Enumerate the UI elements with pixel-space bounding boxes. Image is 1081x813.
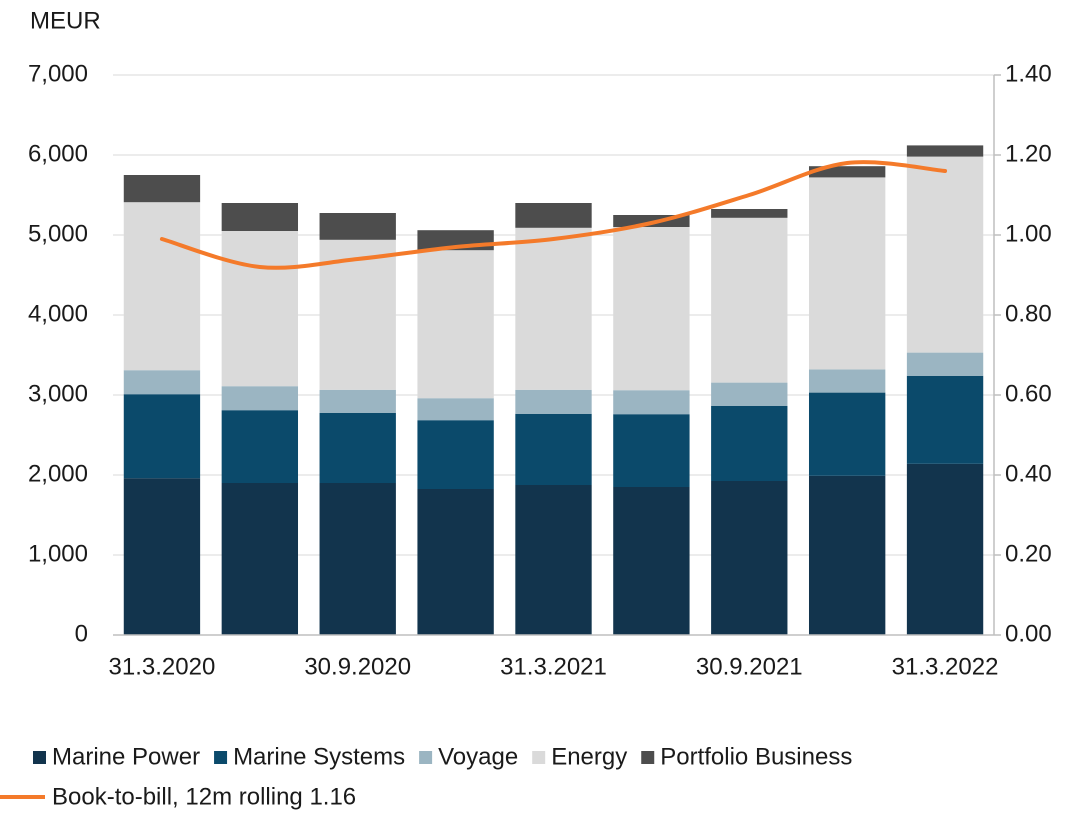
bar-segment <box>808 392 886 476</box>
bar-segment <box>515 227 592 390</box>
bar-segment <box>123 394 201 479</box>
legend-label: Voyage <box>438 743 518 770</box>
legend-swatch <box>641 751 655 764</box>
y-tick-label: 5,000 <box>28 220 88 247</box>
y-tick-label: 7,000 <box>28 60 88 87</box>
bar-segment <box>319 413 396 483</box>
bar-segment <box>808 369 886 393</box>
bar-segment <box>515 389 592 414</box>
x-tick-label: 31.3.2020 <box>109 653 216 680</box>
bar-segment <box>319 239 396 390</box>
legend-swatch <box>419 751 433 764</box>
bar-segment <box>221 203 299 231</box>
legend-label: Energy <box>551 743 627 770</box>
bar-segment <box>808 177 886 370</box>
bar-segment <box>515 203 592 228</box>
bar-segment <box>221 386 299 411</box>
y2-tick-label: 0.40 <box>1005 460 1052 487</box>
bar-segment <box>417 420 494 489</box>
legend-label: Marine Systems <box>233 743 405 770</box>
bar-segment <box>711 405 788 481</box>
bar-segment <box>711 209 788 218</box>
bar-segment <box>515 413 592 485</box>
bar-segment <box>123 478 201 635</box>
bar-segment <box>613 487 690 635</box>
bar-segment <box>319 483 396 635</box>
y-tick-label: 3,000 <box>28 380 88 407</box>
line-series <box>159 160 948 270</box>
bar-segment <box>123 202 201 371</box>
bar-segment <box>906 352 984 376</box>
y2-tick-label: 0.60 <box>1005 380 1052 407</box>
bar-segment <box>417 250 494 399</box>
y2-tick-label: 0.20 <box>1005 540 1052 567</box>
bar-segment <box>417 398 494 421</box>
y-tick-label: 2,000 <box>28 460 88 487</box>
x-tick-label: 31.3.2022 <box>892 653 999 680</box>
legend-label: Portfolio Business <box>660 743 852 770</box>
x-tick-label: 30.9.2021 <box>696 653 803 680</box>
bar-segment <box>906 145 984 157</box>
bar-segment <box>417 489 494 635</box>
bar-segment <box>319 213 396 240</box>
y-axis-label: MEUR <box>30 7 101 34</box>
bar-segment <box>123 370 201 395</box>
bar-segment <box>221 483 299 635</box>
bar-segment <box>808 475 886 635</box>
y2-tick-label: 0.00 <box>1005 620 1052 647</box>
bar-segment <box>711 481 788 635</box>
x-tick-label: 31.3.2021 <box>500 653 607 680</box>
bar-segment <box>906 156 984 353</box>
bar-segment <box>221 231 299 387</box>
bar-segment <box>711 217 788 383</box>
bar-segment <box>906 375 984 464</box>
legend-swatch <box>532 751 546 764</box>
bar-segment <box>711 382 788 406</box>
bar-segment <box>808 166 886 178</box>
y2-tick-label: 1.40 <box>1005 60 1052 87</box>
bar-segment <box>319 389 396 413</box>
y-tick-label: 4,000 <box>28 300 88 327</box>
legend-swatch <box>33 751 46 764</box>
bar-segment <box>613 414 690 487</box>
bar-segment <box>515 485 592 635</box>
bar-segment <box>613 227 690 391</box>
legend-label: Marine Power <box>52 743 200 770</box>
y2-tick-label: 0.80 <box>1005 300 1052 327</box>
y-tick-label: 1,000 <box>28 540 88 567</box>
bar-segment <box>221 410 299 483</box>
bar-segment <box>123 175 201 203</box>
legend-label: Book-to-bill, 12m rolling 1.16 <box>52 783 356 810</box>
x-tick-label: 30.9.2020 <box>304 653 411 680</box>
y-tick-label: 0 <box>75 620 88 647</box>
legend-swatch <box>214 751 228 764</box>
bar-segment <box>906 463 984 635</box>
y2-tick-label: 1.00 <box>1005 220 1052 247</box>
bar-segment <box>613 390 690 415</box>
y2-tick-label: 1.20 <box>1005 140 1052 167</box>
y-tick-label: 6,000 <box>28 140 88 167</box>
